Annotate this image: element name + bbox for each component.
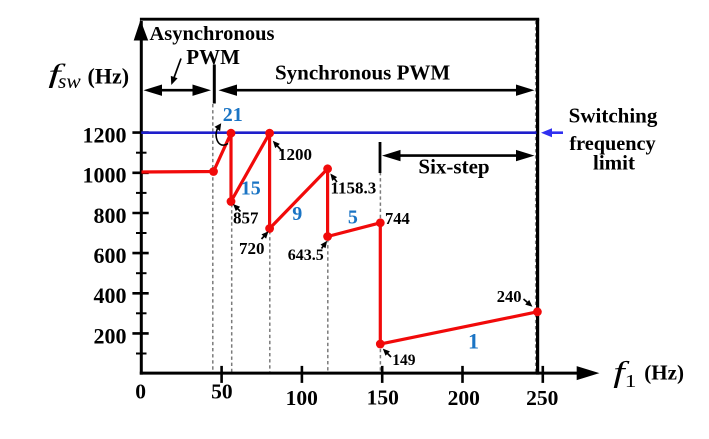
svg-text:100: 100 [286,386,318,410]
svg-text:1: 1 [625,371,637,392]
svg-text:857: 857 [233,209,259,228]
svg-text:200: 200 [94,323,127,348]
svg-text:1000: 1000 [83,163,127,188]
svg-text:250: 250 [526,386,558,410]
svg-text:149: 149 [392,352,416,369]
svg-text:21: 21 [223,104,243,126]
svg-text:150: 150 [367,386,399,410]
svg-text:0: 0 [135,380,146,404]
svg-text:15: 15 [241,177,261,199]
svg-text:limit: limit [593,151,635,175]
svg-text:1200: 1200 [278,145,312,164]
svg-text:5: 5 [348,207,358,229]
svg-text:643.5: 643.5 [288,247,324,264]
svg-text:(Hz): (Hz) [88,63,130,88]
svg-text:200: 200 [448,386,480,410]
svg-text:Synchronous PWM: Synchronous PWM [275,61,450,85]
svg-text:9: 9 [292,203,302,225]
svg-text:50: 50 [211,380,233,404]
svg-text:720: 720 [239,239,265,258]
svg-text:800: 800 [94,203,127,228]
svg-text:1: 1 [468,329,479,354]
svg-text:744: 744 [385,209,410,228]
svg-text:Switching: Switching [569,104,658,128]
svg-text:frequency: frequency [569,133,655,155]
svg-text:1158.3: 1158.3 [331,178,377,197]
svg-text:240: 240 [497,287,522,306]
svg-text:PWM: PWM [186,45,240,69]
svg-text:Six-step: Six-step [418,155,489,179]
svg-text:1200: 1200 [83,123,127,148]
svg-text:(Hz): (Hz) [644,361,684,385]
svg-text:600: 600 [94,243,127,268]
svg-text:400: 400 [94,283,127,308]
svg-text:Asynchronous: Asynchronous [150,23,275,45]
svg-text:sw: sw [58,69,81,93]
